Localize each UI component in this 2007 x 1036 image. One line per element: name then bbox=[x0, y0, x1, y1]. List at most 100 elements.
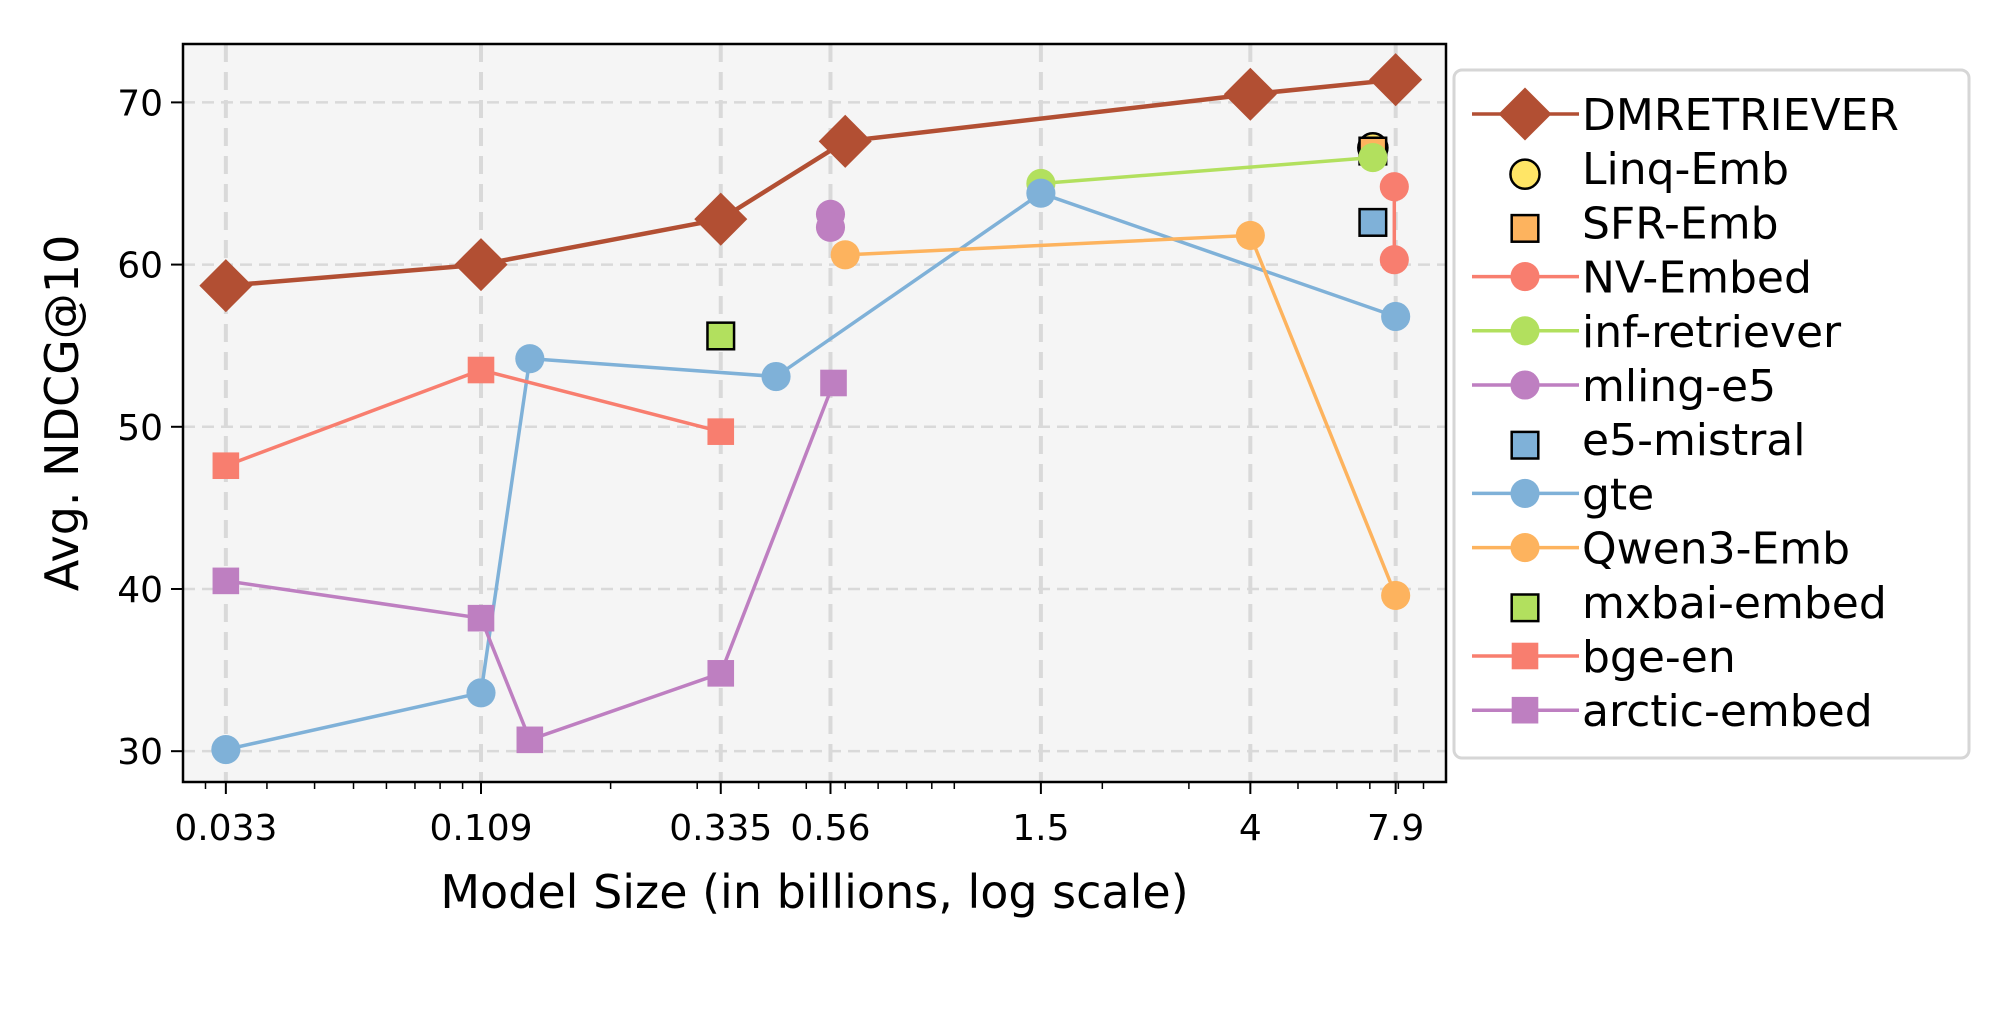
series-e5-mistral bbox=[1358, 207, 1388, 237]
data-point bbox=[515, 344, 545, 374]
data-point bbox=[467, 604, 495, 632]
x-tick-label: 1.5 bbox=[1012, 808, 1069, 849]
legend-item: bge-en bbox=[1472, 632, 1736, 683]
data-point bbox=[467, 356, 495, 384]
legend-label: DMRETRIEVER bbox=[1582, 90, 1899, 141]
data-point bbox=[1381, 580, 1411, 611]
legend-item: NV-Embed bbox=[1472, 253, 1812, 304]
data-point bbox=[706, 321, 736, 351]
x-tick-label: 7.9 bbox=[1367, 808, 1424, 849]
legend-marker bbox=[1510, 262, 1540, 292]
data-point bbox=[1235, 220, 1265, 250]
data-point bbox=[707, 660, 735, 687]
legend-label: Qwen3-Emb bbox=[1582, 524, 1850, 575]
data-point bbox=[1369, 53, 1423, 107]
data-point bbox=[516, 726, 544, 754]
data-point bbox=[1381, 301, 1411, 332]
series-line bbox=[225, 191, 1397, 752]
legend: DMRETRIEVERLinq-EmbSFR-EmbNV-Embedinf-re… bbox=[1452, 68, 1971, 760]
data-point bbox=[1223, 67, 1277, 121]
x-axis-label: Model Size (in billions, log scale) bbox=[440, 865, 1188, 919]
y-tick-label: 30 bbox=[117, 732, 163, 773]
data-point bbox=[211, 735, 241, 765]
legend-marker bbox=[1510, 213, 1540, 243]
legend-label: gte bbox=[1582, 469, 1654, 520]
series-mxbai-embed bbox=[706, 321, 736, 351]
y-tick-label: 40 bbox=[117, 570, 163, 611]
y-tick-label: 70 bbox=[117, 83, 163, 124]
legend-item: SFR-Emb bbox=[1510, 198, 1779, 249]
legend-marker bbox=[1510, 316, 1540, 346]
data-point bbox=[830, 240, 860, 270]
data-point bbox=[815, 212, 846, 242]
plot-area bbox=[183, 44, 1446, 782]
legend-label: Linq-Emb bbox=[1582, 144, 1789, 195]
data-point bbox=[199, 259, 253, 313]
series-dmretriever bbox=[199, 53, 1423, 313]
legend-marker bbox=[1510, 430, 1540, 460]
x-tick-label: 0.335 bbox=[669, 808, 772, 849]
legend-item: arctic-embed bbox=[1472, 686, 1873, 737]
legend-marker bbox=[1510, 593, 1540, 623]
legend-item: mling-e5 bbox=[1472, 361, 1776, 412]
legend-marker bbox=[1510, 533, 1540, 563]
legend-marker bbox=[1510, 370, 1540, 400]
legend-box bbox=[1452, 68, 1971, 760]
legend-marker bbox=[1498, 87, 1552, 141]
y-axis-label: Avg. NDCG@10 bbox=[35, 235, 89, 592]
legend-item: gte bbox=[1472, 469, 1654, 520]
grid bbox=[183, 44, 1446, 782]
series-mling-e5 bbox=[815, 199, 846, 242]
plot-frame bbox=[181, 42, 1448, 784]
x-tick-label: 0.033 bbox=[174, 808, 277, 849]
legend-label: arctic-embed bbox=[1582, 686, 1873, 737]
legend-item: Linq-Emb bbox=[1509, 144, 1789, 195]
data-point bbox=[466, 678, 496, 708]
legend-item: DMRETRIEVER bbox=[1472, 87, 1899, 141]
legend-label: bge-en bbox=[1582, 632, 1736, 683]
data-point bbox=[694, 192, 748, 246]
legend-item: e5-mistral bbox=[1510, 415, 1805, 466]
data-point bbox=[761, 361, 791, 392]
data-point bbox=[707, 418, 735, 445]
legend-marker bbox=[1510, 478, 1540, 508]
data-point bbox=[454, 238, 508, 292]
x-tick-label: 0.56 bbox=[790, 808, 870, 849]
series-arctic-embed bbox=[212, 369, 847, 754]
series-bge-en bbox=[212, 356, 735, 480]
legend-label: mling-e5 bbox=[1582, 361, 1776, 412]
legend-item: mxbai-embed bbox=[1510, 578, 1887, 629]
plot-series bbox=[199, 53, 1423, 765]
legend-label: e5-mistral bbox=[1582, 415, 1805, 466]
data-point bbox=[1358, 207, 1388, 237]
series-nv-embed bbox=[1379, 172, 1409, 275]
data-point bbox=[1379, 172, 1409, 202]
legend-item: Qwen3-Emb bbox=[1472, 524, 1850, 575]
data-point bbox=[820, 369, 847, 397]
legend-marker bbox=[1511, 642, 1539, 670]
y-tick-label: 50 bbox=[117, 408, 163, 449]
data-point bbox=[818, 114, 872, 168]
series-qwen3-emb bbox=[830, 220, 1411, 611]
data-point bbox=[1026, 178, 1056, 208]
legend-marker bbox=[1509, 158, 1541, 191]
series-line bbox=[1040, 155, 1374, 186]
legend-label: inf-retriever bbox=[1582, 307, 1842, 358]
legend-label: SFR-Emb bbox=[1582, 198, 1779, 249]
legend-label: mxbai-embed bbox=[1582, 578, 1887, 629]
y-tick-label: 60 bbox=[117, 246, 163, 287]
legend-item: inf-retriever bbox=[1472, 307, 1842, 358]
data-point bbox=[212, 567, 240, 595]
legend-label: NV-Embed bbox=[1582, 253, 1812, 304]
legend-marker bbox=[1511, 696, 1539, 724]
axes bbox=[181, 42, 1448, 784]
data-point bbox=[1358, 142, 1388, 173]
tick-labels: 0.033 0.109 0.335 0.56 1.5 4 7.9 30 40 50 60 70 bbox=[117, 83, 1424, 849]
series-gte bbox=[211, 178, 1411, 765]
x-tick-label: 0.109 bbox=[429, 808, 532, 849]
series-line bbox=[225, 77, 1396, 288]
x-tick-label: 4 bbox=[1239, 808, 1262, 849]
data-point bbox=[1379, 245, 1409, 275]
data-point bbox=[212, 452, 240, 480]
